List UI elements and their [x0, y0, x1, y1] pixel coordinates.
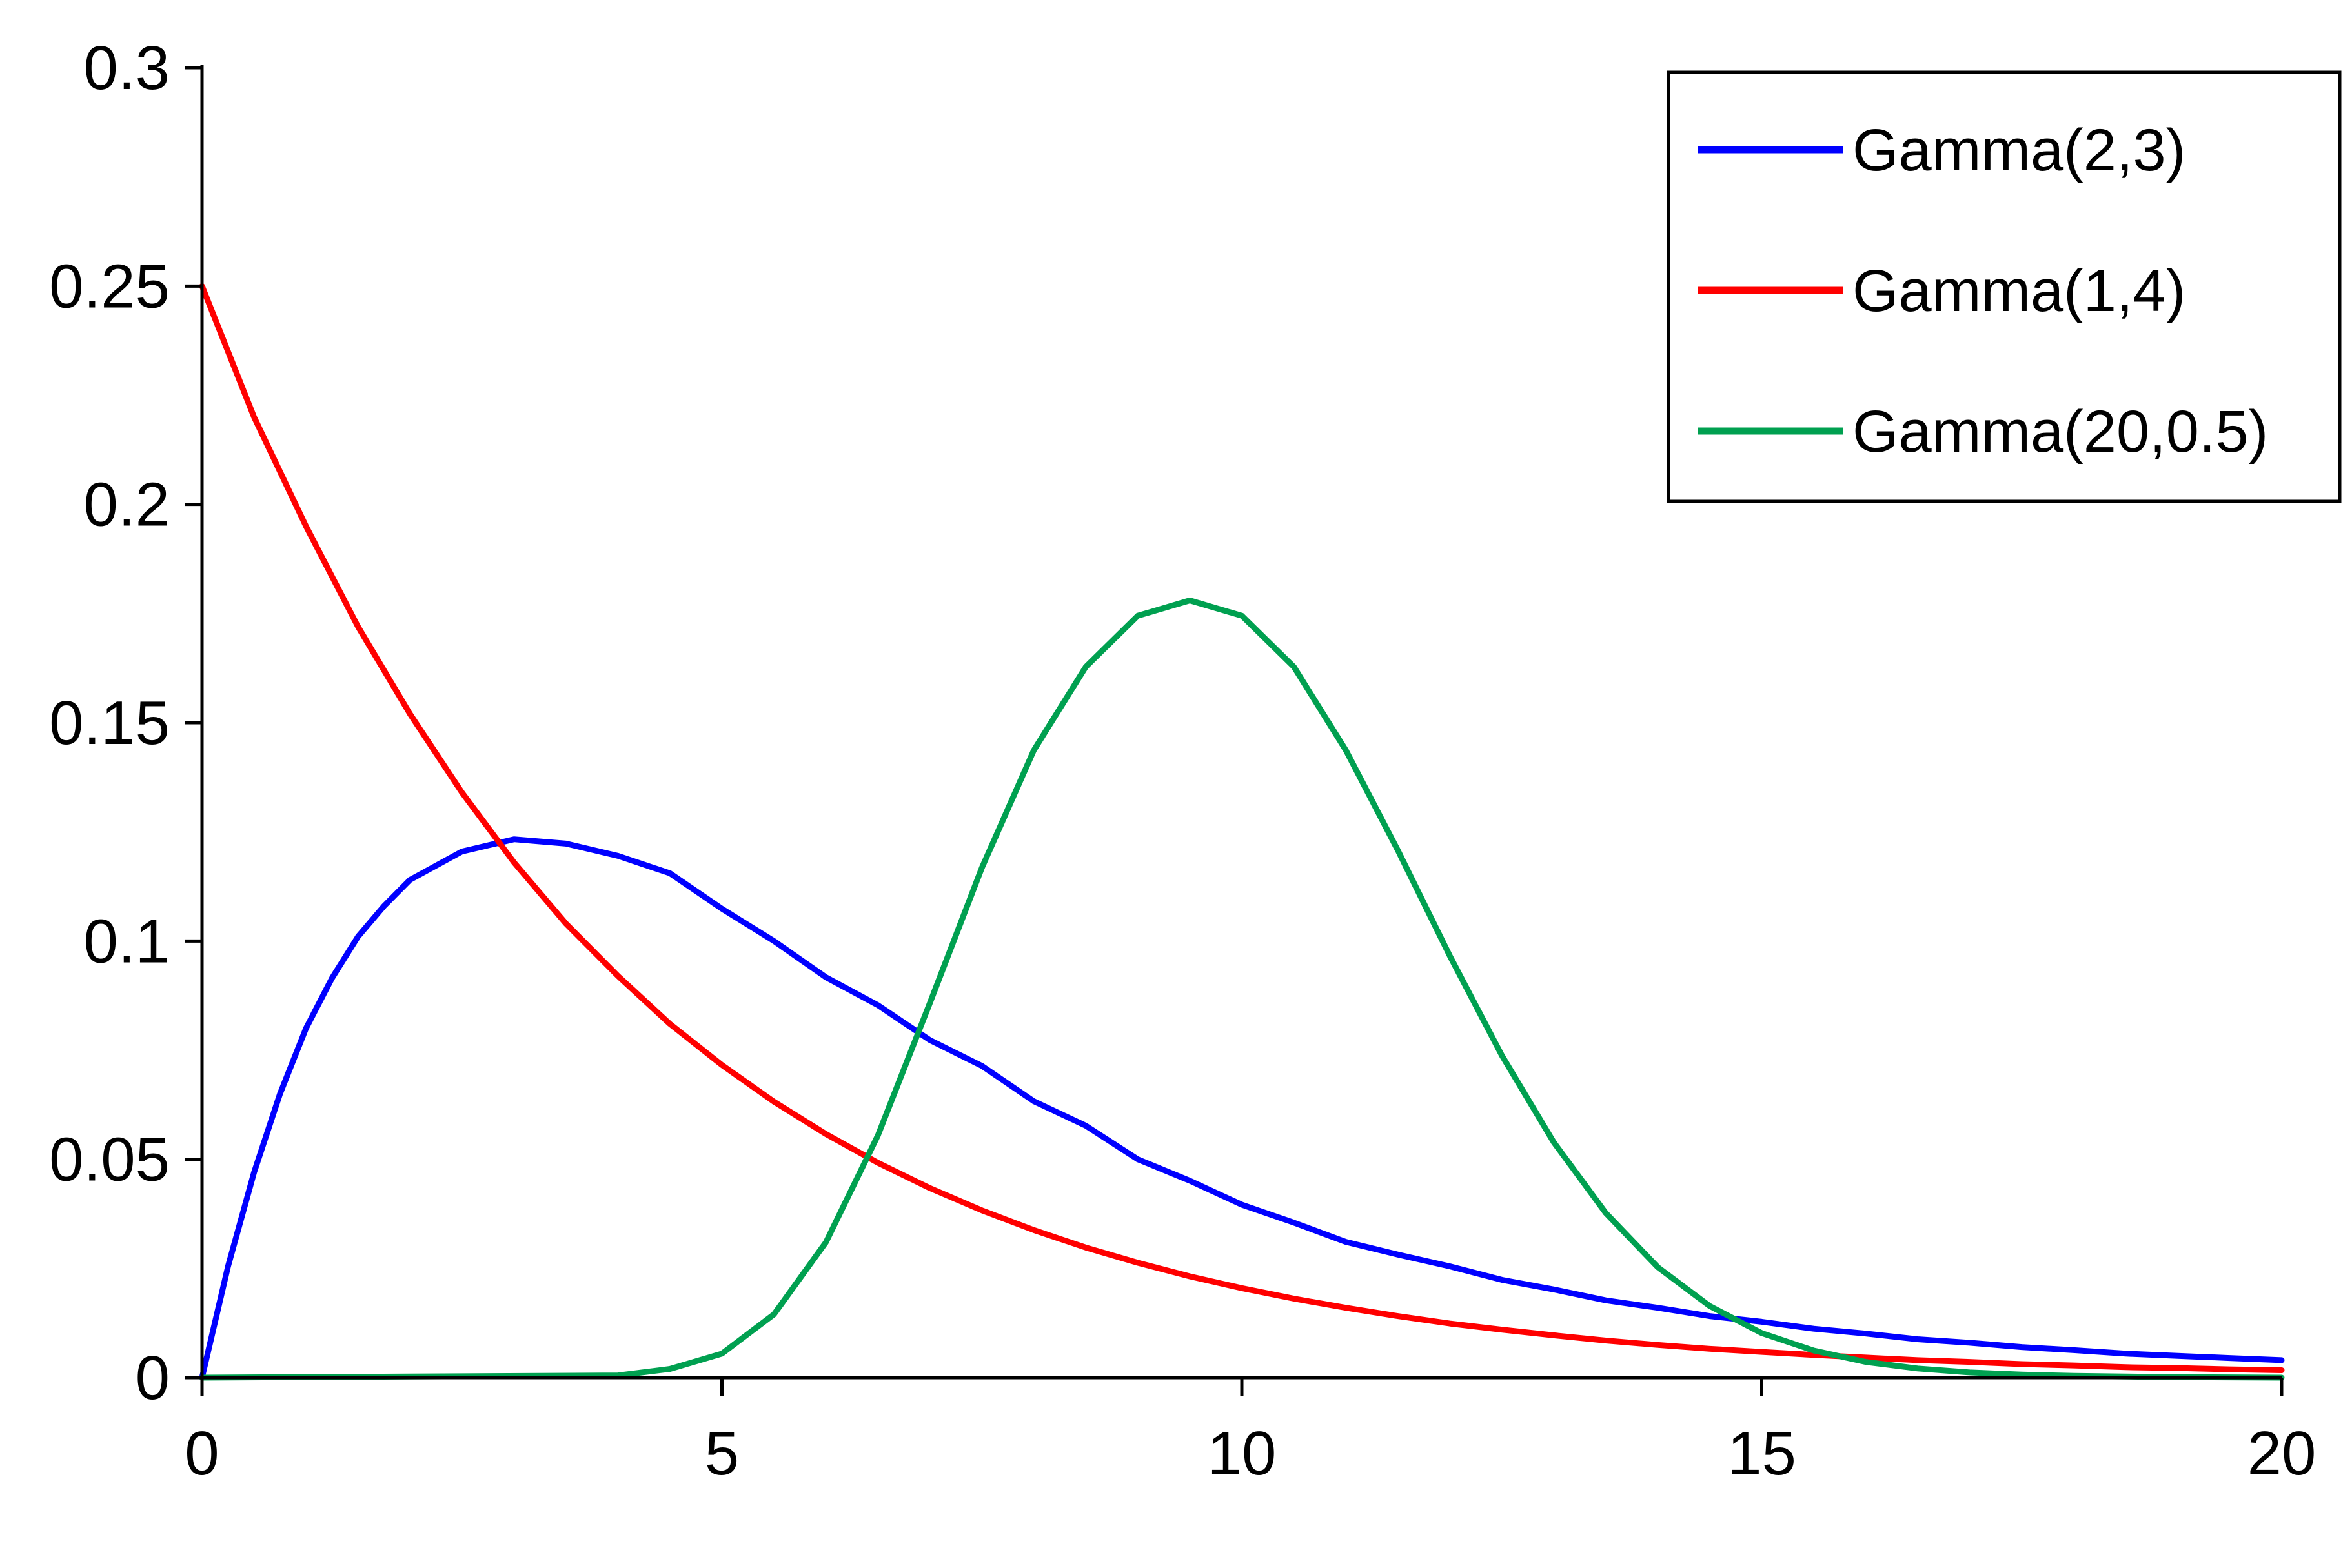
- series-line-2: [199, 598, 2285, 1381]
- y-tick-label: 0.05: [49, 1125, 170, 1194]
- series-line-1: [199, 283, 2285, 1373]
- x-tick-label: 10: [1208, 1419, 1277, 1488]
- y-tick-label: 0.2: [84, 470, 170, 539]
- axes: 0 0.05 0.1 0.15 0.2 0.25 0.3 0 5 10 15 20: [49, 34, 2316, 1488]
- series-layer: [199, 283, 2285, 1381]
- y-tick-label: 0.25: [49, 252, 170, 321]
- legend-label-2: Gamma(20,0.5): [1852, 399, 2268, 465]
- y-tick-label: 0.1: [84, 907, 170, 976]
- x-tick-label: 5: [705, 1419, 739, 1488]
- legend-label-0: Gamma(2,3): [1852, 117, 2185, 183]
- series-line-0: [199, 836, 2285, 1381]
- y-tick-label: 0: [136, 1343, 170, 1412]
- y-tick-label: 0.3: [84, 34, 170, 103]
- x-tick-label: 20: [2247, 1419, 2317, 1488]
- legend: Gamma(2,3) Gamma(1,4) Gamma(20,0.5): [1667, 70, 2342, 503]
- y-tick-label: 0.15: [49, 689, 170, 758]
- legend-label-1: Gamma(1,4): [1852, 258, 2185, 324]
- x-tick-label: 15: [1727, 1419, 1796, 1488]
- x-tick-label: 0: [185, 1419, 219, 1488]
